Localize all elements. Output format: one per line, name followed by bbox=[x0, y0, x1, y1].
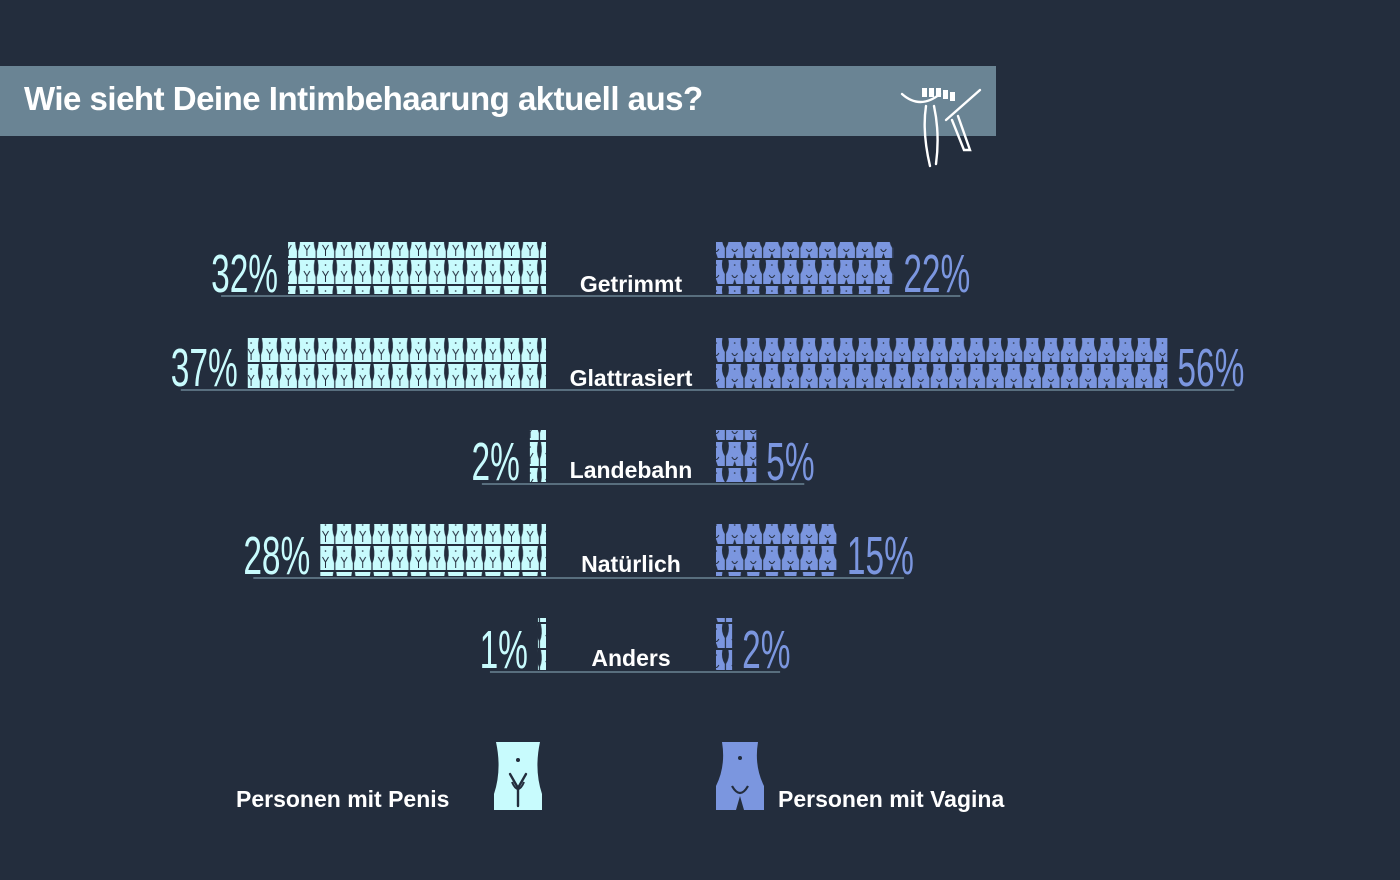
value-label-vagina-getrimmt: 22% bbox=[903, 243, 970, 304]
bar-vagina-anders bbox=[716, 618, 733, 670]
title-bar: Wie sieht Deine Intimbehaarung aktuell a… bbox=[0, 66, 996, 136]
value-label-vagina-glattrasiert: 56% bbox=[1177, 337, 1244, 398]
category-label-anders: Anders bbox=[591, 645, 670, 671]
vagina-body-icon bbox=[716, 742, 764, 810]
value-label-penis-getrimmt: 32% bbox=[211, 243, 278, 304]
value-label-vagina-anders: 2% bbox=[742, 619, 790, 680]
penis-body-icon bbox=[494, 742, 542, 810]
category-label-glattrasiert: Glattrasiert bbox=[570, 365, 693, 391]
bar-penis-getrimmt bbox=[288, 242, 546, 294]
category-label-getrimmt: Getrimmt bbox=[580, 271, 683, 297]
value-label-vagina-landebahn: 5% bbox=[766, 431, 814, 492]
bar-vagina-glattrasiert bbox=[716, 336, 1168, 388]
category-label-natrlich: Natürlich bbox=[581, 551, 681, 577]
bar-penis-landebahn bbox=[529, 430, 546, 482]
bar-vagina-getrimmt bbox=[716, 242, 894, 294]
bar-penis-anders bbox=[537, 618, 546, 670]
chart-title: Wie sieht Deine Intimbehaarung aktuell a… bbox=[24, 80, 703, 117]
value-label-vagina-natrlich: 15% bbox=[847, 525, 914, 586]
legend-label-penis: Personen mit Penis bbox=[236, 786, 450, 812]
value-label-penis-anders: 1% bbox=[480, 619, 528, 680]
bar-penis-glattrasiert bbox=[247, 336, 546, 388]
legend-label-vagina: Personen mit Vagina bbox=[778, 786, 1005, 812]
bar-vagina-natrlich bbox=[716, 524, 837, 576]
bar-penis-natrlich bbox=[320, 524, 546, 576]
value-label-penis-natrlich: 28% bbox=[243, 525, 310, 586]
bar-vagina-landebahn bbox=[716, 430, 757, 482]
razor-icon bbox=[900, 88, 982, 168]
category-label-landebahn: Landebahn bbox=[570, 457, 693, 483]
value-label-penis-glattrasiert: 37% bbox=[171, 337, 238, 398]
value-label-penis-landebahn: 2% bbox=[472, 431, 520, 492]
